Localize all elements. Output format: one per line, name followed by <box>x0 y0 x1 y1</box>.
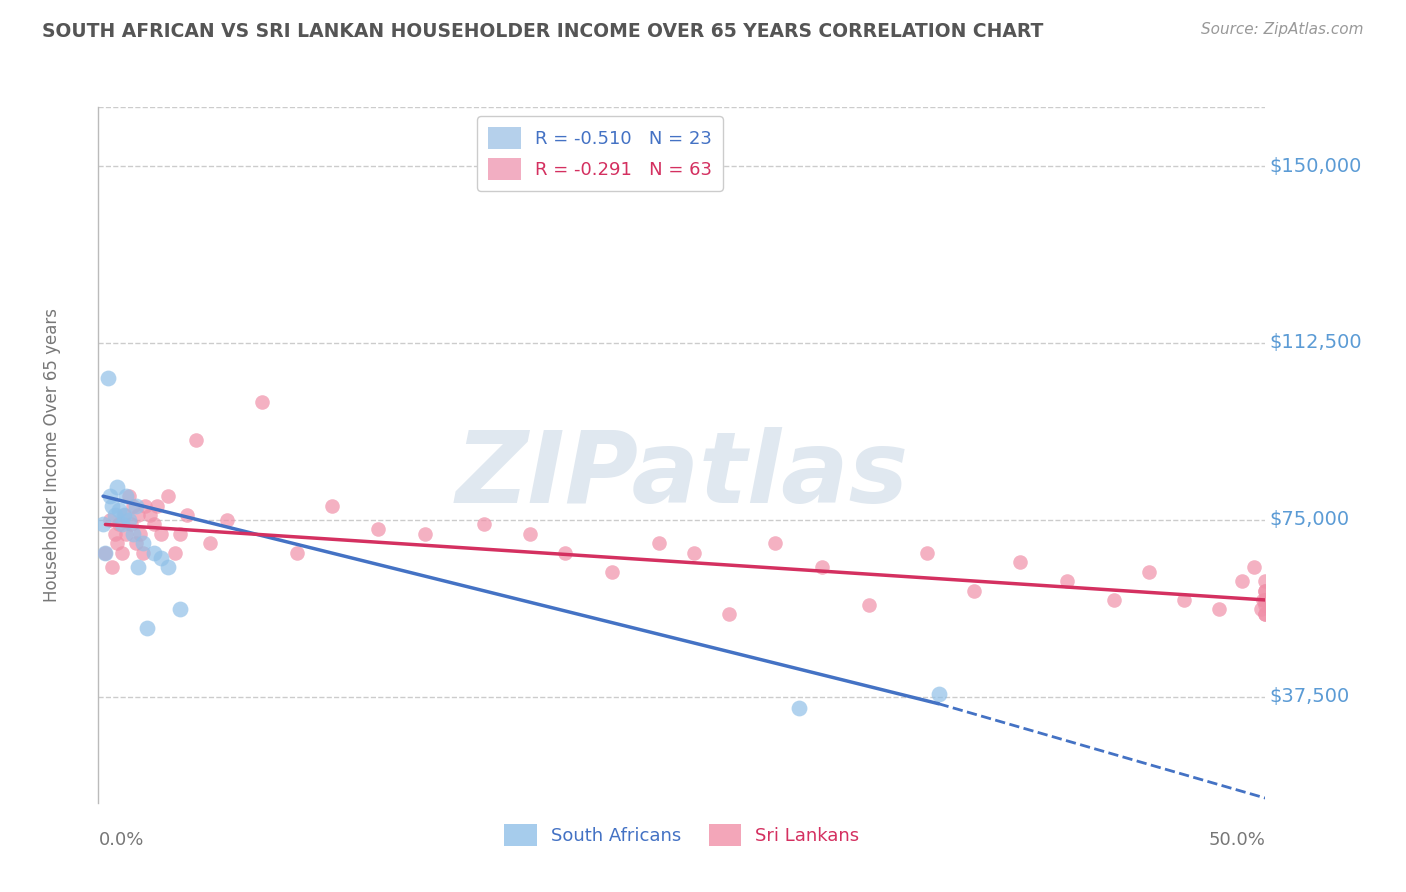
Point <box>94 546 117 560</box>
Point <box>1251 593 1274 607</box>
Point <box>1208 602 1230 616</box>
Point <box>811 560 834 574</box>
Point <box>250 395 273 409</box>
Legend: South Africans, Sri Lankans: South Africans, Sri Lankans <box>496 816 868 853</box>
Point <box>1173 593 1195 607</box>
Point <box>150 550 173 565</box>
Point <box>120 517 142 532</box>
Point <box>682 546 704 560</box>
Text: $37,500: $37,500 <box>1268 687 1350 706</box>
Text: $112,500: $112,500 <box>1268 334 1361 352</box>
Point <box>1102 593 1125 607</box>
Point <box>1254 607 1277 621</box>
Text: $75,000: $75,000 <box>1268 510 1348 529</box>
Point <box>105 536 128 550</box>
Text: $150,000: $150,000 <box>1268 156 1361 176</box>
Point <box>94 546 117 560</box>
Point <box>136 621 159 635</box>
Point <box>647 536 669 550</box>
Point <box>321 499 343 513</box>
Point <box>285 546 308 560</box>
Point <box>139 508 162 522</box>
Point <box>112 508 135 522</box>
Point <box>157 560 180 574</box>
Text: 50.0%: 50.0% <box>1209 830 1265 848</box>
Point <box>1137 565 1160 579</box>
Point <box>1250 602 1272 616</box>
Point <box>1243 560 1265 574</box>
Point <box>600 565 623 579</box>
Point <box>717 607 740 621</box>
Point <box>1254 607 1277 621</box>
Point <box>169 527 191 541</box>
Point <box>367 522 389 536</box>
Point <box>122 499 145 513</box>
Point <box>132 546 155 560</box>
Point <box>104 527 127 541</box>
Point <box>98 513 121 527</box>
Point <box>176 508 198 522</box>
Point <box>115 527 138 541</box>
Point <box>143 517 166 532</box>
Text: SOUTH AFRICAN VS SRI LANKAN HOUSEHOLDER INCOME OVER 65 YEARS CORRELATION CHART: SOUTH AFRICAN VS SRI LANKAN HOUSEHOLDER … <box>42 22 1043 41</box>
Point <box>1254 583 1277 598</box>
Point <box>143 546 166 560</box>
Point <box>169 602 191 616</box>
Point <box>554 546 576 560</box>
Point <box>118 513 141 527</box>
Point <box>101 560 124 574</box>
Point <box>1254 593 1277 607</box>
Point <box>1056 574 1078 588</box>
Point <box>915 546 938 560</box>
Text: ZIPatlas: ZIPatlas <box>456 427 908 524</box>
Point <box>1254 574 1277 588</box>
Point <box>127 508 149 522</box>
Point <box>858 598 880 612</box>
Point <box>98 489 121 503</box>
Point <box>129 527 152 541</box>
Point <box>97 371 120 385</box>
Point <box>122 527 145 541</box>
Point <box>134 499 156 513</box>
Point <box>150 527 173 541</box>
Point <box>146 499 169 513</box>
Point <box>108 517 131 532</box>
Point <box>1254 583 1277 598</box>
Point <box>1254 598 1277 612</box>
Point <box>127 560 149 574</box>
Point <box>763 536 786 550</box>
Point <box>165 546 187 560</box>
Point <box>962 583 984 598</box>
Point <box>519 527 541 541</box>
Point <box>413 527 436 541</box>
Point <box>928 687 950 701</box>
Text: 0.0%: 0.0% <box>98 830 143 848</box>
Point <box>787 701 810 715</box>
Point <box>125 536 148 550</box>
Point <box>104 508 127 522</box>
Point <box>186 433 208 447</box>
Point <box>91 517 114 532</box>
Point <box>118 489 141 503</box>
Point <box>105 480 128 494</box>
Point <box>111 517 134 532</box>
Text: Source: ZipAtlas.com: Source: ZipAtlas.com <box>1201 22 1364 37</box>
Point <box>112 508 135 522</box>
Point <box>157 489 180 503</box>
Point <box>132 536 155 550</box>
Point <box>125 499 148 513</box>
Text: Householder Income Over 65 years: Householder Income Over 65 years <box>42 308 60 602</box>
Point <box>108 503 131 517</box>
Point <box>200 536 222 550</box>
Point <box>1010 555 1032 569</box>
Point <box>215 513 238 527</box>
Point <box>1254 593 1277 607</box>
Point <box>472 517 495 532</box>
Point <box>111 546 134 560</box>
Point <box>115 489 138 503</box>
Point <box>101 499 124 513</box>
Point <box>1230 574 1253 588</box>
